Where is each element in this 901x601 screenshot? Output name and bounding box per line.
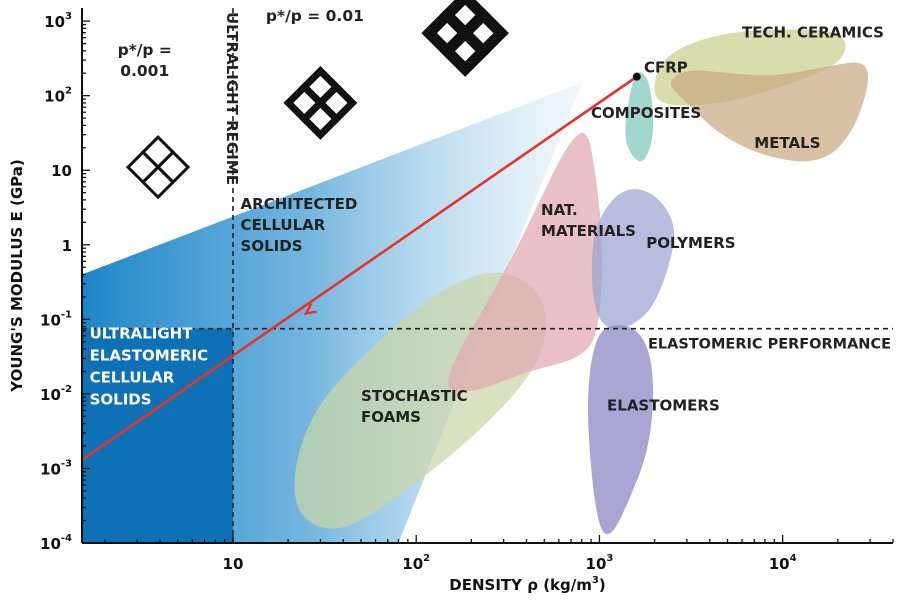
label-elastomers: ELASTOMERS: [607, 396, 720, 414]
x-tick-label: 10: [223, 555, 244, 573]
x-axis-title: DENSITY ρ (kg/m3): [449, 575, 605, 594]
y-tick-label: 10-3: [40, 458, 72, 478]
x-axis-title-main: DENSITY ρ (kg/m: [449, 576, 592, 594]
lattice-cell-4: [283, 81, 326, 124]
label-architected-cellular-solids-line-3: SOLIDS: [241, 237, 303, 255]
x-tick-exponent: 3: [606, 553, 613, 564]
x-tick-base: 10: [769, 555, 790, 573]
label-nat-materials: NAT. MATERIALS: [541, 201, 636, 240]
lattice-cell-2: [155, 150, 191, 185]
lattice-cell-3: [140, 165, 176, 200]
y-tick-exponent: 3: [65, 11, 72, 22]
y-tick-base: 10: [40, 535, 61, 553]
region-metals: [671, 62, 869, 162]
label-tech-ceramics: TECH. CERAMICS: [742, 24, 884, 42]
label-ultralight-elastomeric-cellular-solids-line-3: CELLULAR: [90, 369, 175, 387]
y-axis-title: YOUNG'S MODULUS E (GPa): [8, 159, 26, 393]
y-tick-label: 103: [44, 11, 72, 31]
region-composites: [625, 72, 654, 162]
y-tick-base: 10: [51, 162, 72, 180]
label-metals-line-1: METALS: [754, 134, 820, 152]
region-labels-layer: STOCHASTIC FOAMS NAT. MATERIALS POLYMERS ELAS…: [90, 24, 884, 426]
annotation-relative-density-1-line-2: 0.001: [120, 62, 169, 80]
y-tick-label: 10-4: [40, 533, 72, 553]
x-tick-base: 10: [223, 555, 244, 573]
y-tick-label: 102: [44, 86, 72, 106]
y-tick-exponent: -3: [61, 458, 72, 469]
region-elastomers: [588, 325, 654, 535]
label-architected-cellular-solids-line-2: CELLULAR: [241, 216, 326, 234]
x-tick-label: 103: [586, 553, 614, 573]
label-tech-ceramics-line-1: TECH. CERAMICS: [742, 24, 884, 42]
label-stochastic-foams-line-2: FOAMS: [361, 408, 421, 426]
reference-lines-layer: ULTRALIGHT REGIME ELASTOMERIC PERFORMANCE: [82, 8, 893, 543]
y-tick-label: 1: [62, 237, 72, 255]
ultralight-region: [82, 328, 233, 543]
region-polymers: [591, 189, 675, 330]
label-stochastic-foams-line-1: STOCHASTIC: [361, 387, 468, 405]
region-nat-materials: [448, 132, 603, 392]
lattice-icons-layer: [125, 0, 509, 200]
lattice-icon-thin: [125, 135, 191, 200]
y-tick-label: 10-2: [40, 384, 72, 404]
label-ultralight-elastomeric-cellular-solids: ULTRALIGHT ELASTOMERIC CELLULAR SOLIDS: [90, 325, 209, 409]
y-tick-exponent: -1: [61, 309, 72, 320]
material-regions-layer: [294, 29, 869, 535]
x-tick-label: 102: [402, 553, 430, 573]
y-tick-base: 10: [44, 88, 65, 106]
y-tick-exponent: -4: [61, 533, 72, 544]
x-tick-exponent: 4: [790, 553, 797, 564]
lattice-icon-medium: [283, 65, 358, 140]
x-tick-exponent: 2: [423, 553, 430, 564]
x-axis-title-end: ): [599, 576, 606, 594]
label-ultralight-elastomeric-cellular-solids-line-1: ULTRALIGHT: [90, 325, 194, 343]
annotation-relative-density-2-line-1: p*/p = 0.01: [266, 7, 364, 25]
trend-arrowhead: [303, 303, 317, 315]
label-nat-materials-line-1: NAT.: [541, 201, 578, 219]
x-axis-title-superscript: 3: [592, 575, 599, 586]
x-tick-label: 104: [769, 553, 797, 573]
label-metals: METALS: [754, 134, 820, 152]
lattice-icon-thick: [421, 0, 509, 77]
label-architected-cellular-solids: ARCHITECTED CELLULAR SOLIDS: [241, 195, 358, 255]
label-architected-cellular-solids-line-1: ARCHITECTED: [241, 195, 358, 213]
y-tick-base: 1: [62, 237, 72, 255]
y-tick-base: 10: [40, 311, 61, 329]
lattice-cell-4: [421, 7, 473, 59]
y-tick-base: 10: [44, 13, 65, 31]
label-ultralight-elastomeric-cellular-solids-line-2: ELASTOMERIC: [90, 347, 209, 365]
y-tick-base: 10: [40, 386, 61, 404]
reference-label-ultralight-regime: ULTRALIGHT REGIME: [223, 12, 241, 185]
reference-label-elastomeric-performance: ELASTOMERIC PERFORMANCE: [648, 337, 891, 353]
label-stochastic-foams: STOCHASTIC FOAMS: [361, 387, 468, 426]
trend-endpoint-dot: [632, 72, 641, 81]
label-composites: COMPOSITES: [591, 104, 701, 122]
trend-line: [81, 75, 638, 462]
label-composites-line-1: COMPOSITES: [591, 104, 701, 122]
annotation-relative-density-1: p*/p = 0.001: [118, 41, 172, 80]
label-ultralight-elastomeric-cellular-solids-line-4: SOLIDS: [90, 391, 152, 409]
label-elastomers-line-1: ELASTOMERS: [607, 396, 720, 414]
x-tick-base: 10: [586, 555, 607, 573]
annotation-relative-density-2: p*/p = 0.01: [266, 7, 364, 25]
annotation-relative-density-1-line-1: p*/p =: [118, 41, 172, 59]
y-tick-label: 10-1: [40, 309, 72, 329]
y-tick-exponent: -2: [61, 384, 72, 395]
trend-label-cfrp: CFRP: [644, 59, 688, 77]
x-tick-base: 10: [402, 555, 423, 573]
label-nat-materials-line-2: MATERIALS: [541, 222, 636, 240]
y-tick-label: 10: [51, 162, 72, 180]
label-polymers: POLYMERS: [646, 234, 735, 252]
y-tick-exponent: 2: [65, 86, 72, 97]
trend-line-layer: CFRP: [81, 59, 688, 462]
lattice-cell-1: [140, 135, 176, 170]
ultralight-region-layer: [82, 328, 233, 543]
lattice-cell-4: [125, 150, 161, 185]
label-polymers-line-1: POLYMERS: [646, 234, 735, 252]
y-tick-base: 10: [40, 460, 61, 478]
